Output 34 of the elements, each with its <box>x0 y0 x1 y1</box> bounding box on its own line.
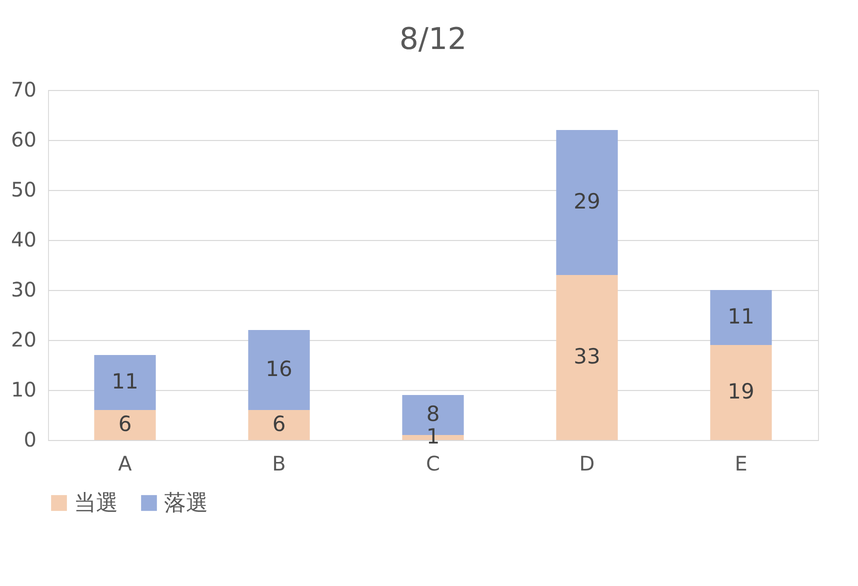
x-tick-label: E <box>734 452 748 476</box>
data-label: 19 <box>728 380 754 404</box>
data-label: 8 <box>426 402 440 426</box>
y-tick-label: 0 <box>24 428 36 452</box>
y-tick-label: 30 <box>11 278 36 302</box>
data-label: 33 <box>574 344 600 368</box>
data-label: 1 <box>426 424 440 448</box>
x-tick-label: D <box>579 452 595 476</box>
data-label: 6 <box>118 412 132 436</box>
y-tick-label: 20 <box>11 328 36 352</box>
bar <box>94 355 156 410</box>
bar <box>248 410 310 440</box>
y-tick-label: 60 <box>11 128 36 152</box>
y-tick-label: 50 <box>11 178 36 202</box>
data-label: 16 <box>266 357 292 381</box>
legend-label: 落選 <box>164 491 208 516</box>
data-label: 11 <box>112 370 138 394</box>
data-label: 11 <box>728 304 754 328</box>
x-tick-label: A <box>118 452 132 476</box>
y-tick-label: 70 <box>11 78 36 102</box>
bar <box>710 345 772 440</box>
chart-title: 8/12 <box>399 22 467 57</box>
bar <box>556 275 618 440</box>
y-tick-label: 10 <box>11 378 36 402</box>
x-tick-label: C <box>426 452 440 476</box>
bar <box>556 130 618 275</box>
data-label: 6 <box>272 412 286 436</box>
y-tick-label: 40 <box>11 228 36 252</box>
bar <box>248 330 310 410</box>
data-label: 29 <box>574 190 600 214</box>
bar <box>94 410 156 440</box>
bar <box>710 290 772 345</box>
x-tick-label: B <box>272 452 286 476</box>
legend-label: 当選 <box>74 491 118 516</box>
